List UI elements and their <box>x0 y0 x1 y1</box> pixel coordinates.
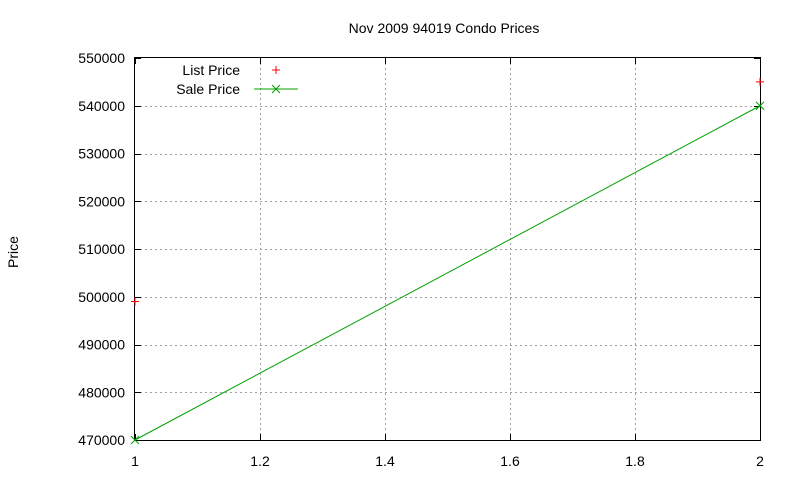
legend-sample <box>254 84 298 94</box>
y-tick-label: 470000 <box>78 432 125 448</box>
data-point <box>755 101 765 111</box>
legend: List Price Sale Price <box>176 62 298 97</box>
y-tick-label: 520000 <box>78 193 125 209</box>
y-tick-label: 550000 <box>78 50 125 66</box>
series-sale-price <box>130 101 765 445</box>
y-tick-label: 490000 <box>78 337 125 353</box>
series-line <box>134 105 761 441</box>
x-tick-label: 1.8 <box>625 453 645 469</box>
legend-label: List Price <box>182 62 240 78</box>
x-tick-label: 1 <box>131 453 139 469</box>
y-tick-label: 510000 <box>78 241 125 257</box>
legend-marker-b <box>271 84 281 94</box>
y-tick-label: 540000 <box>78 98 125 114</box>
x-tick-label: 2 <box>756 453 764 469</box>
chart-title: Nov 2009 94019 Condo Prices <box>349 20 540 36</box>
series-list-price <box>131 77 764 306</box>
y-tick-label: 530000 <box>78 146 125 162</box>
x-tick-label: 1.4 <box>375 453 395 469</box>
y-axis-label: Price <box>5 236 21 268</box>
x-tick-label: 1.2 <box>250 453 270 469</box>
data-point-marker-b <box>130 435 140 445</box>
plot-frame <box>134 57 761 441</box>
series-layer <box>130 77 765 445</box>
grid-layer <box>135 58 760 440</box>
x-tick-label: 1.6 <box>500 453 520 469</box>
y-tick-label: 480000 <box>78 384 125 400</box>
axes-layer <box>134 57 761 441</box>
data-point <box>130 435 140 445</box>
data-point <box>756 77 764 86</box>
y-tick-label: 500000 <box>78 289 125 305</box>
data-point <box>131 297 139 306</box>
data-point-marker-b <box>755 101 765 111</box>
ticks-layer: 1 1.2 1.4 1.6 1.8 2 470000 480000 490000 500000 51… <box>78 50 764 469</box>
legend-sample <box>272 66 280 74</box>
legend-label: Sale Price <box>176 81 240 97</box>
